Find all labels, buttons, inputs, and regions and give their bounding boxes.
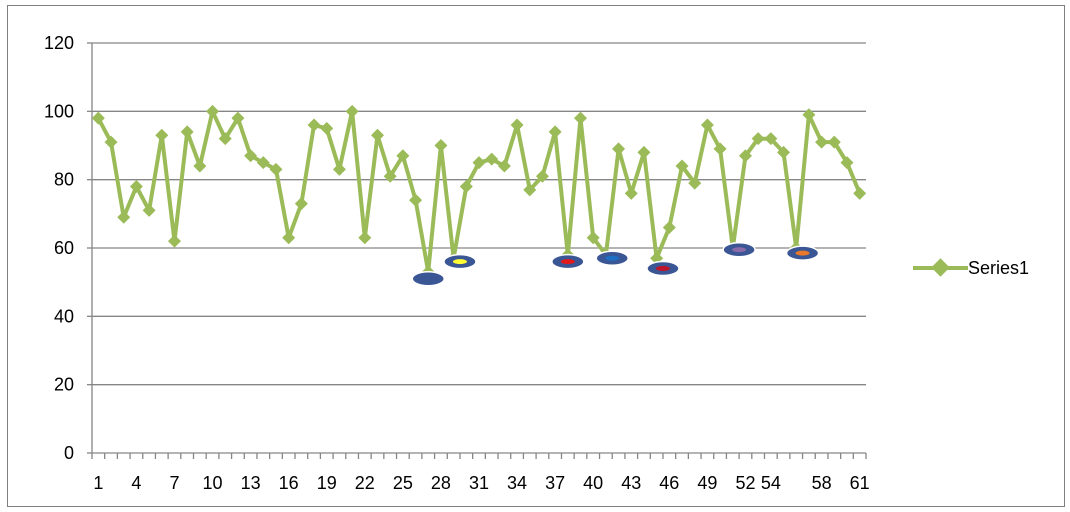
data-point-57 — [802, 108, 816, 122]
x-tick-label-49: 49 — [697, 473, 717, 493]
data-point-23 — [370, 128, 384, 142]
data-point-17 — [294, 197, 308, 211]
data-point-59 — [827, 135, 841, 149]
axes — [87, 42, 867, 459]
x-tick-label-7: 7 — [169, 473, 179, 493]
data-point-43 — [624, 186, 638, 200]
x-tick-labels: 1 4 7 10 13 16 19 22 25 28 31 34 37 40 43 46 49 52 54 58 61 — [93, 473, 869, 493]
x-tick-label-19: 19 — [317, 473, 337, 493]
y-tick-label-60: 60 — [54, 238, 74, 258]
x-tick-label-54: 54 — [761, 473, 781, 493]
data-point-36 — [535, 169, 549, 183]
data-point-30 — [459, 180, 473, 193]
data-point-40 — [586, 231, 600, 245]
data-point-37 — [548, 125, 562, 139]
data-point-32 — [485, 152, 499, 166]
data-point-50 — [713, 142, 727, 156]
data-point-1 — [91, 111, 105, 125]
data-point-52 — [738, 149, 752, 163]
x-tick-label-28: 28 — [431, 473, 451, 493]
y-tick-label-20: 20 — [54, 375, 74, 395]
y-tick-label-100: 100 — [44, 101, 74, 121]
annotation-center-2 — [452, 259, 467, 265]
data-point-14 — [256, 156, 270, 170]
x-tick-label-13: 13 — [241, 473, 261, 493]
x-tick-label-31: 31 — [469, 473, 489, 493]
x-tick-label-25: 25 — [393, 473, 413, 493]
gridlines — [92, 42, 866, 386]
data-point-39 — [574, 111, 588, 125]
data-point-25 — [396, 149, 410, 163]
data-point-60 — [840, 156, 854, 170]
annotation-center-3 — [560, 259, 575, 265]
data-point-19 — [320, 121, 334, 135]
data-point-46 — [662, 221, 676, 234]
data-point-20 — [332, 162, 346, 176]
data-point-28 — [434, 139, 448, 152]
x-tick-label-10: 10 — [203, 473, 223, 493]
annotation-center-7 — [795, 250, 810, 256]
legend-label-series1: Series1 — [968, 258, 1029, 278]
data-point-8 — [180, 125, 194, 139]
data-point-33 — [497, 159, 511, 173]
data-point-4 — [129, 180, 143, 193]
annotation-center-6 — [732, 247, 747, 253]
data-point-6 — [155, 128, 169, 142]
annotation-center-4 — [605, 255, 620, 261]
data-point-16 — [282, 231, 296, 245]
y-tick-label-80: 80 — [54, 170, 74, 190]
data-point-7 — [167, 234, 181, 248]
data-point-35 — [523, 183, 537, 197]
data-point-54 — [764, 132, 778, 146]
data-point-22 — [358, 231, 372, 245]
data-point-12 — [231, 111, 245, 125]
data-point-11 — [218, 132, 232, 146]
data-point-3 — [117, 210, 131, 224]
x-tick-label-52: 52 — [735, 473, 755, 493]
y-tick-label-120: 120 — [44, 33, 74, 53]
x-tick-label-43: 43 — [621, 473, 641, 493]
chart-frame — [7, 5, 1065, 507]
annotation-markers — [411, 241, 820, 287]
legend-marker — [931, 258, 950, 277]
data-point-48 — [688, 176, 702, 190]
data-point-21 — [345, 104, 359, 118]
x-tick-label-40: 40 — [583, 473, 603, 493]
data-point-58 — [815, 135, 829, 149]
annotation-center-1 — [421, 276, 436, 282]
data-point-13 — [244, 149, 258, 163]
data-point-49 — [700, 118, 714, 132]
data-point-34 — [510, 118, 524, 132]
y-tick-label-0: 0 — [64, 443, 74, 463]
data-point-26 — [409, 193, 423, 207]
data-point-44 — [637, 145, 651, 159]
data-point-55 — [777, 145, 791, 159]
x-tick-label-4: 4 — [131, 473, 141, 493]
data-point-15 — [269, 162, 283, 176]
data-point-61 — [853, 186, 867, 200]
x-tick-label-46: 46 — [659, 473, 679, 493]
data-point-31 — [472, 156, 486, 170]
data-point-18 — [307, 118, 321, 132]
data-point-47 — [675, 159, 689, 173]
data-point-5 — [142, 203, 156, 217]
legend: Series1 — [913, 258, 1029, 278]
x-tick-label-16: 16 — [279, 473, 299, 493]
x-tick-label-34: 34 — [507, 473, 527, 493]
data-point-2 — [104, 135, 118, 149]
x-tick-label-37: 37 — [545, 473, 565, 493]
y-tick-labels: 0 20 40 60 80 100 120 — [44, 33, 74, 463]
data-point-53 — [751, 132, 765, 146]
data-point-24 — [383, 169, 397, 183]
x-tick-label-61: 61 — [850, 473, 870, 493]
x-tick-label-58: 58 — [812, 473, 832, 493]
annotation-center-5 — [655, 266, 670, 271]
data-point-42 — [612, 142, 626, 156]
y-tick-label-40: 40 — [54, 306, 74, 326]
x-tick-label-22: 22 — [355, 473, 375, 493]
x-tick-label-1: 1 — [93, 473, 103, 493]
data-point-10 — [206, 104, 220, 118]
data-point-9 — [193, 159, 207, 173]
